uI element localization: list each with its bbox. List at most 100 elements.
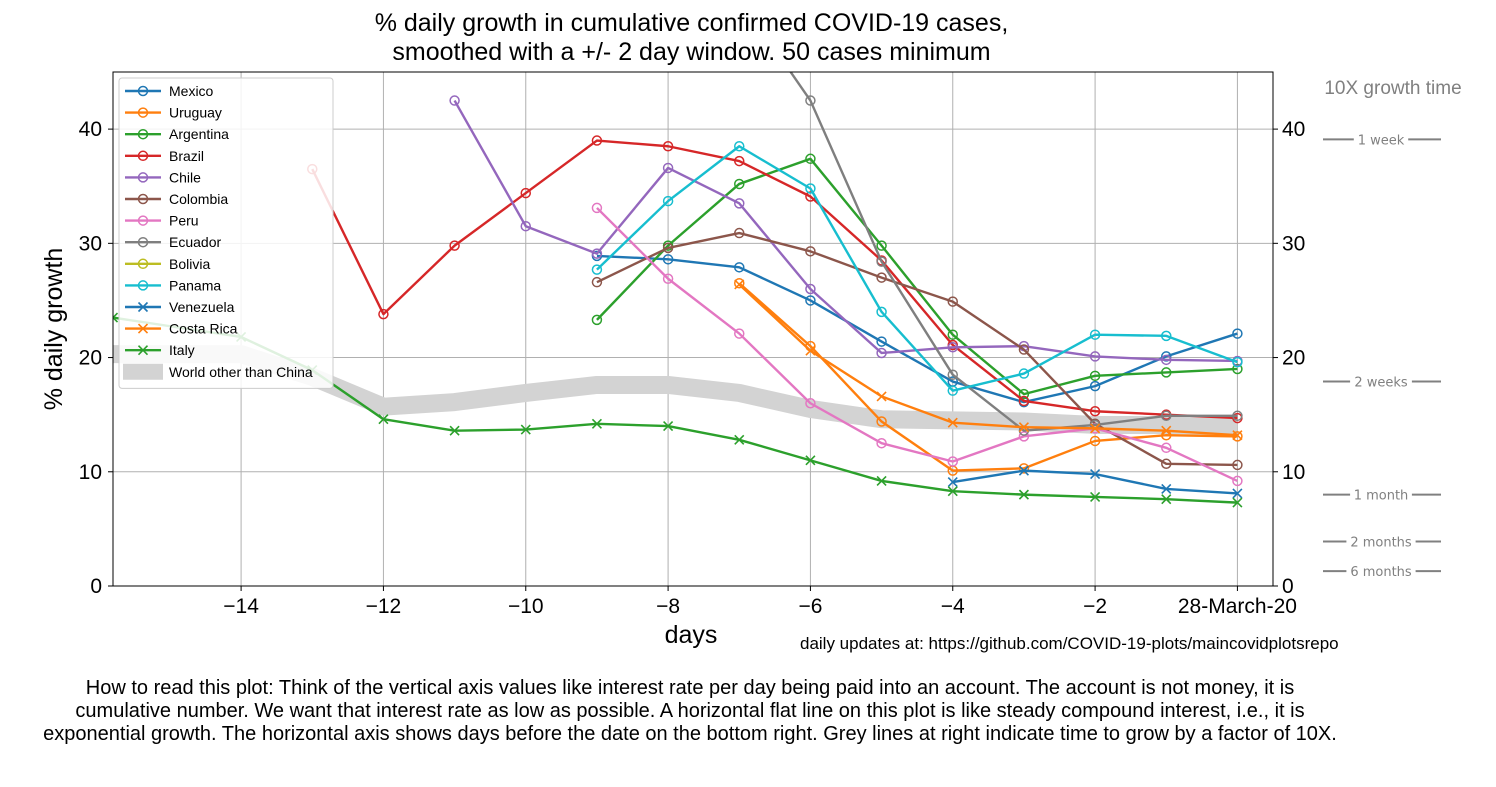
point-ecuador <box>1232 410 1243 422</box>
legend-label-colombia: Colombia <box>169 191 228 207</box>
legend-marker-peru <box>137 215 149 226</box>
x-tick-label: −14 <box>223 595 259 618</box>
point-venezuela <box>1018 465 1029 476</box>
point-mexico <box>805 295 816 306</box>
point-italy <box>378 414 389 425</box>
point-colombia <box>662 242 674 254</box>
y-tick-label-right: 10 <box>1282 461 1305 484</box>
point-colombia <box>876 272 887 283</box>
series-line-panama <box>596 145 1238 392</box>
series-line-mexico <box>596 254 1238 404</box>
legend-label-bolivia: Bolivia <box>169 256 210 272</box>
point-costa-rica <box>1161 425 1172 436</box>
series-peru <box>591 202 1243 487</box>
updates-link-text: daily updates at: https://github.com/COV… <box>800 634 1339 653</box>
point-argentina <box>947 329 959 340</box>
point-argentina <box>1018 388 1030 400</box>
legend-label-world: World other than China <box>169 364 313 380</box>
y-axis-label: % daily growth <box>40 248 68 411</box>
series-venezuela <box>947 465 1243 499</box>
series-line-chile <box>453 99 1238 363</box>
point-chile <box>947 342 959 353</box>
point-peru <box>734 328 745 339</box>
point-ecuador <box>770 45 779 54</box>
series-line-uruguay <box>738 282 1238 472</box>
point-peru <box>805 397 816 409</box>
legend-label-panama: Panama <box>169 277 221 293</box>
point-argentina <box>876 240 887 251</box>
y-tick-label-left: 10 <box>79 461 102 484</box>
point-panama <box>591 264 603 275</box>
point-peru <box>1018 431 1030 442</box>
point-costa-rica <box>805 345 816 356</box>
point-venezuela <box>1161 483 1172 494</box>
series-line-peru <box>596 207 1238 483</box>
y-tick-label-left: 40 <box>79 118 102 141</box>
point-ecuador <box>947 369 959 380</box>
point-venezuela <box>1090 468 1101 480</box>
point-italy <box>113 312 119 323</box>
legend-marker-italy <box>137 345 149 356</box>
point-mexico <box>734 262 745 273</box>
growth-marker-label: 6 months <box>1350 565 1412 580</box>
series-colombia <box>591 227 1243 471</box>
point-chile <box>449 95 460 106</box>
point-panama <box>1161 330 1172 342</box>
legend-label-peru: Peru <box>169 213 199 229</box>
point-mexico <box>1232 328 1243 339</box>
point-italy <box>1161 494 1172 505</box>
legend-marker-venezuela <box>137 301 149 313</box>
y-tick-label-left: 30 <box>79 232 102 255</box>
series-line-brazil <box>311 139 1238 420</box>
point-italy <box>734 434 745 445</box>
y-tick-label-right: 40 <box>1282 118 1305 141</box>
point-mexico <box>876 336 887 347</box>
legend-label-chile: Chile <box>169 169 201 185</box>
point-peru <box>591 202 603 214</box>
series-costa-rica <box>734 279 1243 441</box>
legend-label-brazil: Brazil <box>169 148 204 164</box>
point-italy <box>449 425 460 436</box>
point-ecuador <box>876 256 887 267</box>
series-line-ecuador <box>789 72 1238 432</box>
point-peru <box>662 273 674 284</box>
series-brazil <box>307 135 1243 424</box>
point-italy <box>805 455 816 466</box>
legend-label-argentina: Argentina <box>169 126 229 142</box>
y-tick-label-right: 20 <box>1282 347 1305 370</box>
legend-label-ecuador: Ecuador <box>169 234 221 250</box>
point-brazil <box>591 135 603 146</box>
point-mexico <box>1089 380 1101 392</box>
growth-marker-label: 2 weeks <box>1354 376 1408 391</box>
point-peru <box>947 456 959 467</box>
legend-label-italy: Italy <box>169 342 195 358</box>
point-costa-rica <box>1018 422 1029 433</box>
point-italy <box>663 421 674 432</box>
point-brazil <box>734 155 745 167</box>
legend-marker-uruguay <box>137 107 149 118</box>
point-mexico <box>662 254 674 265</box>
point-uruguay <box>1232 431 1243 442</box>
point-costa-rica <box>1232 430 1243 441</box>
y-tick-label-left: 20 <box>79 347 102 370</box>
growth-marker-label: 1 month <box>1354 489 1409 504</box>
point-panama <box>734 140 745 152</box>
x-tick-label: −8 <box>656 595 680 618</box>
point-panama <box>662 195 674 207</box>
point-chile <box>1089 351 1101 362</box>
series-layer <box>113 45 1243 508</box>
chart-title-line-2: smoothed with a +/- 2 day window. 50 cas… <box>392 38 991 66</box>
point-venezuela <box>947 476 958 488</box>
point-ecuador <box>1161 410 1172 422</box>
x-axis-label: days <box>665 621 718 649</box>
point-ecuador <box>805 95 816 106</box>
point-argentina <box>1161 367 1172 378</box>
x-tick-label: −10 <box>508 595 544 618</box>
legend-label-uruguay: Uruguay <box>169 105 222 121</box>
growth-marker-label: 2 months <box>1350 535 1412 550</box>
legend-marker-colombia <box>137 193 149 205</box>
point-chile <box>520 220 532 232</box>
y-tick-label-right: 30 <box>1282 232 1305 255</box>
